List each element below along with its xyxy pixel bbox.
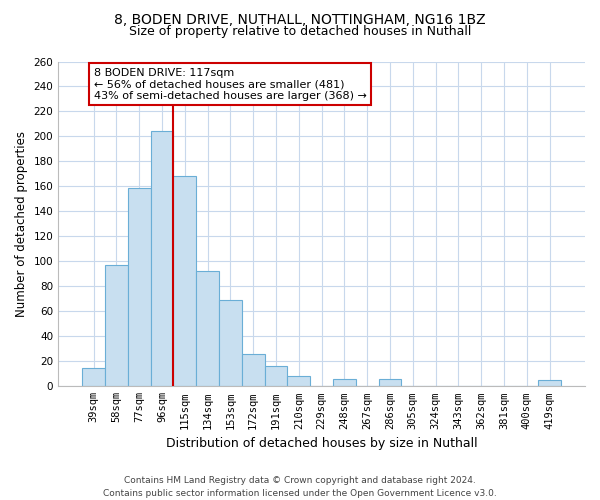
Bar [242,354,265,386]
Bar [128,188,151,386]
Bar [82,368,105,386]
Bar [538,380,561,386]
Y-axis label: Number of detached properties: Number of detached properties [15,131,28,317]
Text: Size of property relative to detached houses in Nuthall: Size of property relative to detached ho… [129,25,471,38]
Bar [173,176,196,386]
Text: 8 BODEN DRIVE: 117sqm
← 56% of detached houses are smaller (481)
43% of semi-det: 8 BODEN DRIVE: 117sqm ← 56% of detached … [94,68,367,101]
Bar [379,379,401,386]
Bar [219,300,242,386]
Bar [287,376,310,386]
Text: Contains HM Land Registry data © Crown copyright and database right 2024.
Contai: Contains HM Land Registry data © Crown c… [103,476,497,498]
Text: 8, BODEN DRIVE, NUTHALL, NOTTINGHAM, NG16 1BZ: 8, BODEN DRIVE, NUTHALL, NOTTINGHAM, NG1… [114,12,486,26]
Bar [333,379,356,386]
X-axis label: Distribution of detached houses by size in Nuthall: Distribution of detached houses by size … [166,437,478,450]
Bar [105,265,128,386]
Bar [196,272,219,386]
Bar [265,366,287,386]
Bar [151,132,173,386]
